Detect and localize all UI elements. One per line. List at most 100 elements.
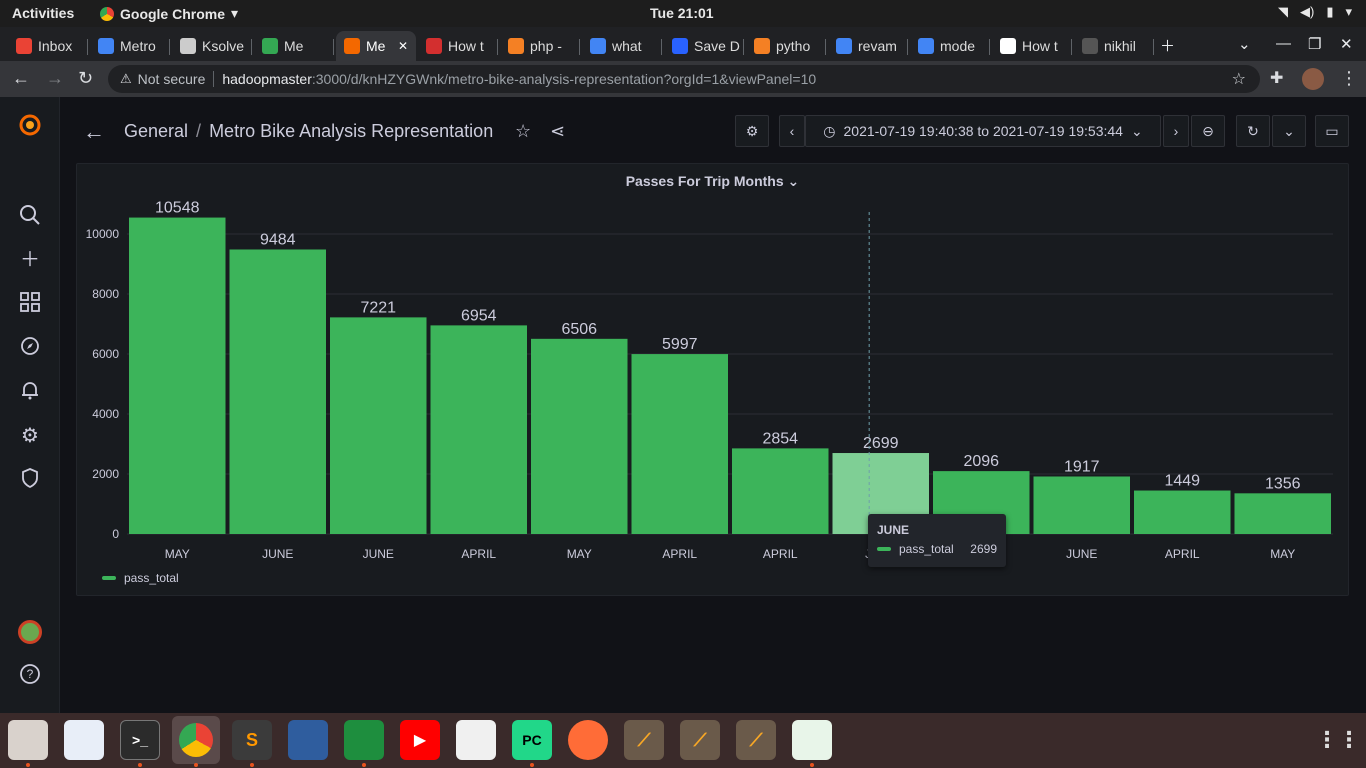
warning-icon[interactable]: ⚠	[120, 71, 132, 86]
dashboard-title[interactable]: Metro Bike Analysis Representation	[209, 121, 494, 141]
document-viewer-app-icon[interactable]	[456, 720, 496, 760]
refresh-interval-button[interactable]: ⌄	[1272, 115, 1306, 147]
tab-label: Metro	[120, 38, 156, 54]
bar[interactable]	[531, 338, 628, 534]
browser-tab[interactable]: mode	[910, 31, 990, 61]
system-tray[interactable]: ◥ ◀) ▮ ▾	[1278, 4, 1352, 20]
virtualbox-app-icon[interactable]	[288, 720, 328, 760]
maximize-button[interactable]: ❐	[1308, 36, 1322, 53]
not-secure-label[interactable]: Not secure	[137, 71, 206, 87]
bar[interactable]	[229, 249, 327, 534]
extensions-puzzle-icon[interactable]: ✚	[1270, 70, 1284, 87]
server-admin-shield-icon[interactable]	[18, 468, 42, 492]
star-icon[interactable]: ☆	[515, 121, 532, 141]
bar[interactable]	[129, 217, 226, 534]
back-arrow-icon[interactable]: ←	[12, 68, 30, 88]
share-icon[interactable]: ⋖	[550, 121, 566, 141]
profile-avatar[interactable]	[1302, 68, 1324, 90]
user-avatar[interactable]	[18, 620, 42, 644]
panel-title[interactable]: Passes For Trip Months ⌄	[77, 173, 1348, 190]
browser-tab[interactable]: Me	[254, 31, 334, 61]
bar[interactable]	[430, 325, 528, 534]
bar[interactable]	[732, 448, 829, 534]
more-menu-icon[interactable]: ⋮	[1340, 68, 1358, 88]
browser-tab[interactable]: Ksolve	[172, 31, 252, 61]
bar[interactable]	[1134, 490, 1231, 534]
address-bar[interactable]: ⚠ Not secure hadoopmaster :3000/d/knHZYG…	[108, 65, 1260, 93]
app-64-icon-3[interactable]: ⟋	[736, 720, 776, 760]
breadcrumb-separator: /	[196, 121, 202, 141]
app-menu[interactable]: Google Chrome ▾	[100, 5, 238, 22]
pycharm-app-icon[interactable]: PC	[512, 720, 552, 760]
forward-arrow-icon[interactable]: →	[46, 68, 64, 88]
create-plus-icon[interactable]: ＋	[20, 249, 40, 271]
chevron-down-icon: ▾	[1345, 4, 1352, 19]
files-app-icon[interactable]	[8, 720, 48, 760]
minimize-button[interactable]: —	[1276, 35, 1291, 52]
browser-tab[interactable]: Me ✕	[336, 31, 416, 61]
bar-value-label: 10548	[155, 200, 200, 217]
terminal-app-icon[interactable]: >_	[120, 720, 160, 760]
bar[interactable]	[330, 317, 427, 534]
sublime-text-app-icon[interactable]: S	[232, 720, 272, 760]
browser-tab[interactable]: revam	[828, 31, 908, 61]
grafana-logo-icon[interactable]	[18, 113, 42, 137]
image-viewer-app-icon[interactable]	[64, 720, 104, 760]
battery-icon: ▮	[1326, 4, 1334, 19]
help-icon[interactable]: ?	[18, 663, 42, 687]
bar-value-label: 1356	[1265, 475, 1301, 492]
explore-compass-icon[interactable]	[18, 336, 42, 360]
time-shift-back-button[interactable]: ‹	[779, 115, 805, 147]
browser-tab[interactable]: pytho	[746, 31, 826, 61]
legend[interactable]: pass_total	[102, 571, 179, 585]
browser-tab[interactable]: How t	[992, 31, 1072, 61]
clock[interactable]: Tue 21:01	[650, 5, 714, 21]
x-tick-label: JUNE	[1066, 547, 1097, 561]
new-tab-button[interactable]: ＋	[1160, 38, 1176, 55]
time-shift-forward-button[interactable]: ›	[1163, 115, 1189, 147]
x-tick-label: MAY	[1270, 547, 1295, 561]
browser-tab[interactable]: How t	[418, 31, 498, 61]
spreadsheet-app-icon[interactable]	[792, 720, 832, 760]
bar-value-label: 2699	[863, 435, 899, 452]
dashboard-settings-button[interactable]: ⚙	[735, 115, 769, 147]
tab-label: Ksolve	[202, 38, 245, 54]
bar[interactable]	[1033, 476, 1131, 534]
close-window-button[interactable]: ✕	[1340, 36, 1353, 53]
postman-app-icon[interactable]	[568, 720, 608, 760]
tab-search-icon[interactable]: ⌄	[1238, 36, 1251, 53]
browser-tab[interactable]: php -	[500, 31, 580, 61]
dashboards-grid-icon[interactable]	[18, 292, 42, 316]
y-tick-label: 10000	[86, 227, 120, 241]
bookmark-star-icon[interactable]: ☆	[1231, 71, 1246, 88]
bar[interactable]	[1234, 493, 1332, 534]
time-picker-button[interactable]: ◷ 2021-07-19 19:40:38 to 2021-07-19 19:5…	[805, 115, 1161, 147]
zoom-out-button[interactable]: ⊖	[1191, 115, 1225, 147]
alerting-bell-icon[interactable]	[18, 380, 42, 404]
back-arrow-icon[interactable]: ←	[83, 119, 105, 144]
browser-tab[interactable]: what	[582, 31, 662, 61]
chat-app-icon[interactable]	[344, 720, 384, 760]
youtube-app-icon[interactable]: ▶	[400, 720, 440, 760]
refresh-button[interactable]: ↻	[1236, 115, 1270, 147]
bar[interactable]	[631, 354, 729, 534]
bar-chart[interactable]: 0 2000 4000 6000 8000 10000 10548 MAY 9484 JUNE 72…	[77, 164, 1350, 597]
close-tab-icon[interactable]: ✕	[397, 39, 408, 53]
breadcrumb-folder[interactable]: General	[124, 121, 189, 141]
browser-tab[interactable]: Metro	[90, 31, 170, 61]
browser-tab[interactable]: nikhil	[1074, 31, 1154, 61]
settings-gear-icon[interactable]: ⚙	[21, 425, 39, 447]
activities-button[interactable]: Activities	[12, 5, 75, 21]
running-indicator	[194, 763, 198, 767]
app-64-icon-1[interactable]: ⟋	[624, 720, 664, 760]
reload-icon[interactable]: ↻	[78, 68, 94, 88]
show-applications-grid-icon[interactable]: ⋮⋮	[1316, 727, 1360, 752]
browser-tab[interactable]: Save D	[664, 31, 744, 61]
search-icon[interactable]	[18, 204, 42, 228]
tab-favicon-icon	[590, 38, 606, 54]
app-64-icon-2[interactable]: ⟋	[680, 720, 720, 760]
browser-tab[interactable]: Inbox	[8, 31, 88, 61]
view-mode-button[interactable]: ▭	[1315, 115, 1349, 147]
chrome-app-icon[interactable]	[172, 716, 220, 764]
bar-value-label: 2096	[963, 453, 999, 470]
